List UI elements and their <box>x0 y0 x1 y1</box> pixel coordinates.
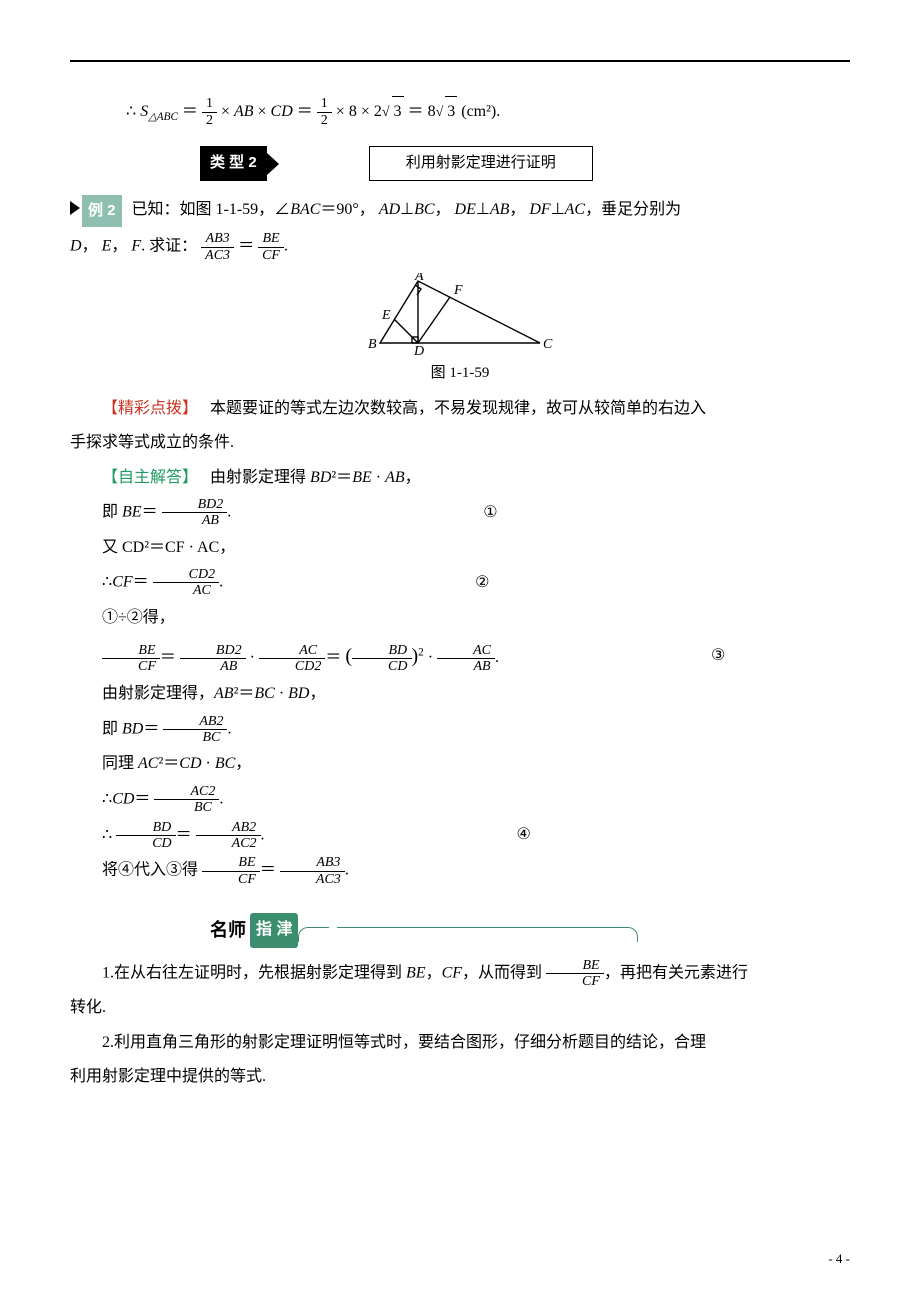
bracket-left-icon <box>298 927 329 942</box>
example2-row: 例 2 已知：如图 1-1-59，∠BAC＝90°， AD⊥BC， DE⊥AB，… <box>70 195 850 228</box>
tips-header: 名师 指 津 <box>210 913 850 947</box>
sol-eq5: ∴CD＝ AC2BC. <box>70 784 850 816</box>
bracket-right-icon <box>337 927 638 942</box>
figure-1-1-59: A B C D E F 图 1-1-59 <box>70 273 850 388</box>
svg-text:F: F <box>453 283 463 298</box>
example2-text: 已知：如图 1-1-59，∠BAC＝90°， AD⊥BC， DE⊥AB， DF⊥… <box>132 195 682 225</box>
example2-line2: D， E， F. 求证： AB3AC3 ＝ BECF. <box>70 231 850 263</box>
S-symbol: S <box>140 103 148 120</box>
tag-2: ② <box>443 568 461 598</box>
sol-eq6: ∴ BDCD＝ AB2AC2. ④ <box>70 820 850 852</box>
triangle-diagram: A B C D E F <box>360 273 560 357</box>
sol-l9: 同理 AC²＝CD · BC， <box>70 749 850 779</box>
tip1-line1: 1.在从右往左证明时，先根据射影定理得到 BE，CF，从而得到 BECF，再把有… <box>70 958 850 990</box>
sol-eq2: ∴CF＝ CD2AC. ② <box>70 567 850 599</box>
tip2-line1: 2.利用直角三角形的射影定理证明恒等式时，要结合图形，仔细分析题目的结论，合理 <box>70 1028 850 1058</box>
half-2: 12 <box>317 96 332 128</box>
svg-text:D: D <box>413 344 424 357</box>
svg-text:E: E <box>381 308 391 323</box>
sol-eq1: 即 BE＝ BD2AB. ① <box>70 497 850 529</box>
hint-line1: 【精彩点拨】 本题要证的等式左边次数较高，不易发现规律，故可从较简单的右边入 <box>70 394 850 424</box>
example2-badge: 例 2 <box>82 195 122 228</box>
tip2-line2: 利用射影定理中提供的等式. <box>70 1062 850 1092</box>
tips-label-1: 名师 <box>210 913 246 947</box>
therefore-symbol: ∴ <box>126 103 136 120</box>
svg-text:A: A <box>414 273 424 284</box>
figure-caption: 图 1-1-59 <box>70 359 850 388</box>
sol-l3: 又 CD²＝CF · AC， <box>70 533 850 563</box>
sol-l7: 由射影定理得，AB²＝BC · BD， <box>70 679 850 709</box>
type2-arrow-icon <box>267 153 279 175</box>
sol-eq3: BECF＝ BD2AB · ACCD2＝ (BDCD)2 · ACAB. ③ <box>70 637 850 675</box>
type2-title: 利用射影定理进行证明 <box>369 146 593 181</box>
area-formula-line: ∴ S△ABC ＝ 12 × AB × CD ＝ 12 × 8 × 2√3 ＝ … <box>70 96 850 128</box>
hint-label: 【精彩点拨】 <box>102 400 190 417</box>
example-triangle-icon <box>70 201 80 215</box>
tip1-line2: 转化. <box>70 993 850 1023</box>
tag-3: ③ <box>679 641 697 671</box>
svg-text:C: C <box>543 337 553 352</box>
eq: ＝ <box>182 103 198 120</box>
content-area: ∴ S△ABC ＝ 12 × AB × CD ＝ 12 × 8 × 2√3 ＝ … <box>70 60 850 1093</box>
page-number: - 4 - <box>828 1247 850 1272</box>
hint-line2: 手探求等式成立的条件. <box>70 428 850 458</box>
sol-l1: 【自主解答】 由射影定理得 BD²＝BE · AB， <box>70 463 850 493</box>
tag-4: ④ <box>485 820 503 850</box>
type2-bar: 类 型 2 利用射影定理进行证明 <box>200 146 850 181</box>
half-1: 12 <box>202 96 217 128</box>
solution-label: 【自主解答】 <box>102 469 190 486</box>
prove-lhs: AB3AC3 <box>201 231 234 263</box>
sol-l5: ①÷②得， <box>70 603 850 633</box>
tag-1: ① <box>451 498 469 528</box>
S-subscript: △ABC <box>148 111 178 123</box>
sol-l12: 将④代入③得 BECF＝ AB3AC3. <box>70 855 850 887</box>
page: ∴ S△ABC ＝ 12 × AB × CD ＝ 12 × 8 × 2√3 ＝ … <box>0 0 920 1302</box>
svg-text:B: B <box>368 337 377 352</box>
prove-rhs: BECF <box>258 231 284 263</box>
tips-label-2: 指 津 <box>250 913 298 947</box>
sol-eq4: 即 BD＝ AB2BC. <box>70 714 850 746</box>
type2-label: 类 型 2 <box>200 146 267 181</box>
